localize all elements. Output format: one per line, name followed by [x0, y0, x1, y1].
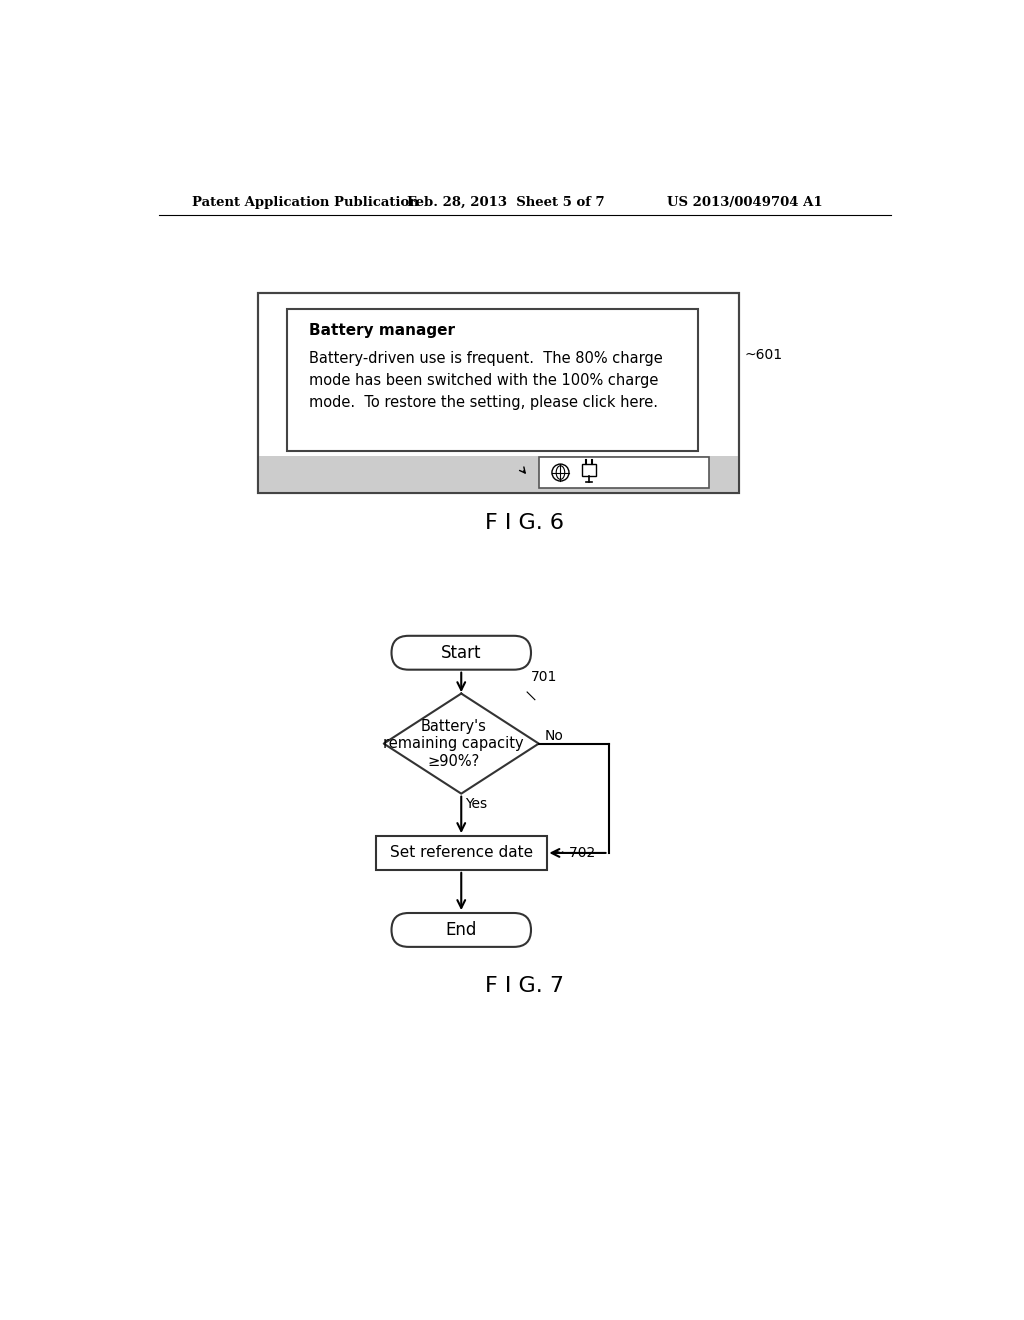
Text: Set reference date: Set reference date	[390, 845, 532, 861]
Text: Battery's
remaining capacity
≥90%?: Battery's remaining capacity ≥90%?	[383, 718, 524, 768]
Text: Battery manager: Battery manager	[308, 322, 455, 338]
Bar	[376, 836, 547, 870]
Text: F I G. 6: F I G. 6	[485, 512, 564, 532]
Bar	[287, 309, 697, 451]
FancyBboxPatch shape	[391, 913, 531, 946]
Text: No: No	[545, 729, 564, 743]
Bar	[258, 293, 738, 494]
Text: 701: 701	[531, 671, 557, 684]
Bar	[539, 457, 710, 488]
Text: End: End	[445, 921, 477, 939]
Polygon shape	[384, 693, 539, 793]
Text: US 2013/0049704 A1: US 2013/0049704 A1	[667, 195, 822, 209]
Text: ~ 702: ~ 702	[553, 846, 595, 859]
Text: Patent Application Publication: Patent Application Publication	[191, 195, 418, 209]
FancyBboxPatch shape	[391, 636, 531, 669]
Text: Battery-driven use is frequent.  The 80% charge
mode has been switched with the : Battery-driven use is frequent. The 80% …	[308, 351, 663, 411]
Text: Start: Start	[441, 644, 481, 661]
Bar	[258, 455, 738, 494]
Bar	[258, 293, 738, 494]
Text: Feb. 28, 2013  Sheet 5 of 7: Feb. 28, 2013 Sheet 5 of 7	[407, 195, 604, 209]
Text: ~601: ~601	[744, 347, 783, 362]
Bar	[583, 465, 596, 477]
Text: Yes: Yes	[465, 797, 487, 812]
Text: F I G. 7: F I G. 7	[485, 977, 564, 997]
